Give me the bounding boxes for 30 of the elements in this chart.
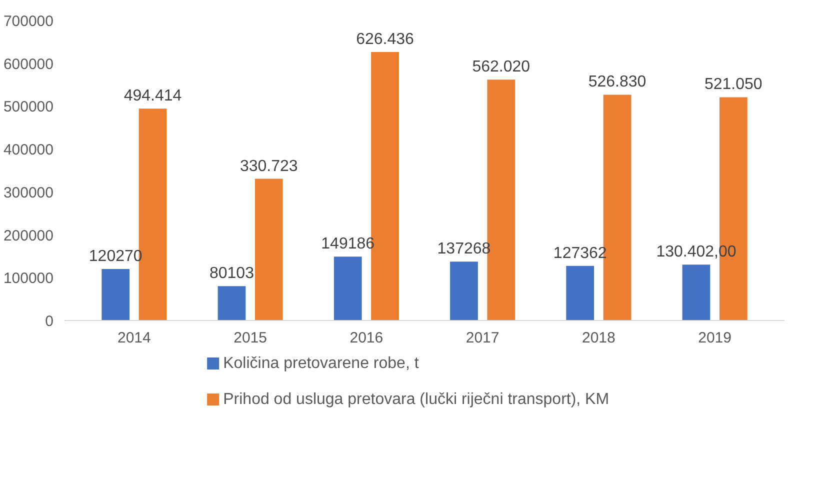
data-label: 521.050 <box>704 76 762 94</box>
data-label: 562.020 <box>472 58 530 76</box>
bar <box>334 256 362 320</box>
legend-label: Količina pretovarene robe, t <box>223 355 420 372</box>
y-tick-label: 600000 <box>3 56 54 73</box>
legend-label: Prihod od usluga pretovara (lučki riječni transport), KM <box>223 391 610 408</box>
bar <box>566 266 594 320</box>
x-tick-label: 2016 <box>350 330 384 346</box>
data-label: 526.830 <box>588 74 646 91</box>
x-tick-label: 2018 <box>582 330 616 346</box>
y-tick-label: 700000 <box>3 13 54 30</box>
data-label: 330.723 <box>240 158 298 175</box>
y-tick-label: 200000 <box>3 227 54 244</box>
y-tick-label: 0 <box>45 313 54 330</box>
data-label: 494.414 <box>124 88 182 105</box>
y-tick-label: 400000 <box>3 142 54 159</box>
y-tick-label: 300000 <box>3 184 54 202</box>
x-tick-label: 2014 <box>117 330 151 346</box>
data-label: 626.436 <box>356 31 414 48</box>
x-tick-label: 2019 <box>698 330 732 346</box>
data-label: 80103 <box>209 265 254 282</box>
bar <box>450 262 478 320</box>
x-tick-label: 2017 <box>466 330 500 346</box>
y-tick-label: 100000 <box>3 270 54 288</box>
y-tick-label: 500000 <box>3 98 54 116</box>
bar <box>682 264 710 320</box>
bar <box>254 178 283 320</box>
bar <box>218 286 246 320</box>
bar <box>102 268 130 320</box>
x-tick-label: 2015 <box>234 330 267 346</box>
